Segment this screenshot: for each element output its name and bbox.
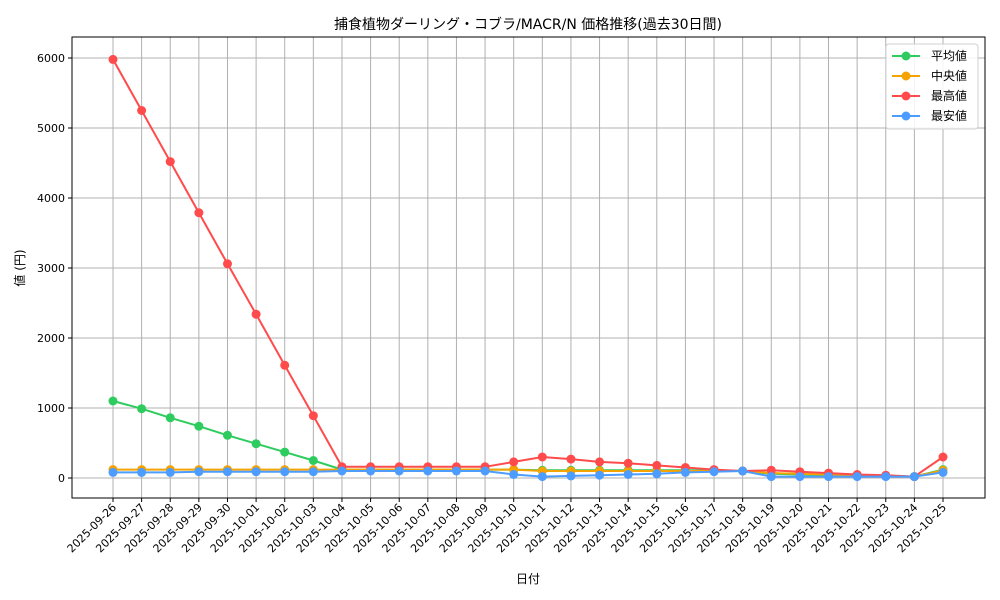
legend-item: 中央値	[892, 68, 967, 83]
data-point	[108, 467, 118, 477]
data-point	[108, 54, 118, 64]
y-axis-label: 値 (円)	[12, 249, 27, 286]
legend-box	[885, 43, 979, 130]
data-point	[108, 396, 118, 406]
y-tick-label: 2000	[37, 332, 65, 345]
legend-marker-icon	[901, 111, 911, 121]
legend-label: 平均値	[931, 48, 967, 63]
legend-marker-icon	[901, 51, 911, 61]
data-point	[480, 466, 490, 476]
y-tick-label: 3000	[37, 262, 65, 275]
legend-item: 平均値	[892, 48, 967, 63]
plot-frame	[71, 36, 986, 499]
data-point	[251, 439, 261, 449]
data-point	[308, 467, 318, 477]
data-point	[738, 466, 748, 476]
data-point	[280, 360, 290, 370]
data-point	[909, 472, 919, 482]
data-point	[938, 467, 948, 477]
y-tick-label: 1000	[37, 402, 65, 415]
data-point	[251, 309, 261, 319]
series-最安値	[108, 466, 948, 482]
series-line	[113, 469, 944, 478]
data-point	[623, 458, 633, 468]
data-point	[938, 452, 948, 462]
data-point	[509, 457, 519, 467]
data-point	[222, 259, 232, 269]
legend-label: 最安値	[931, 108, 967, 123]
data-point	[137, 467, 147, 477]
data-point	[280, 447, 290, 457]
data-point	[852, 472, 862, 482]
legend-label: 最高値	[931, 88, 967, 103]
data-point	[337, 466, 347, 476]
data-point	[537, 452, 547, 462]
data-point	[766, 465, 776, 475]
data-point	[652, 469, 662, 479]
data-point	[595, 457, 605, 467]
data-point	[766, 472, 776, 482]
y-tick-label: 5000	[37, 122, 65, 135]
legend-marker-icon	[901, 71, 911, 81]
data-point	[566, 471, 576, 481]
legend-item: 最安値	[892, 108, 967, 123]
series-lines	[108, 54, 948, 482]
y-axis: 0 1000 2000 3000 4000 5000 6000	[37, 52, 72, 485]
chart-title: 捕食植物ダーリング・コブラ/MACR/N 価格推移(過去30日間)	[334, 16, 722, 33]
data-point	[423, 466, 433, 476]
data-point	[137, 106, 147, 115]
data-point	[509, 470, 519, 479]
data-point	[881, 472, 891, 482]
data-point	[165, 467, 175, 477]
legend-label: 中央値	[931, 68, 967, 83]
data-point	[251, 467, 261, 477]
data-point	[308, 411, 318, 421]
data-point	[308, 456, 318, 465]
data-point	[824, 472, 834, 482]
data-point	[566, 454, 576, 464]
data-point	[165, 157, 175, 167]
data-point	[194, 467, 204, 477]
data-point	[194, 421, 204, 431]
data-point	[795, 472, 805, 482]
legend-marker-icon	[901, 91, 911, 101]
x-axis: 2025-09-262025-09-272025-09-282025-09-29…	[65, 498, 949, 555]
data-point	[194, 208, 204, 218]
data-point	[222, 430, 232, 440]
x-axis-label: 日付	[516, 572, 540, 586]
data-point	[280, 467, 290, 477]
y-tick-label: 0	[58, 472, 65, 485]
grid	[72, 37, 985, 498]
series-平均値	[108, 396, 948, 482]
data-point	[709, 467, 719, 477]
data-point	[595, 470, 605, 480]
data-point	[137, 404, 147, 414]
data-point	[451, 466, 461, 476]
data-point	[366, 466, 376, 476]
series-line	[113, 468, 944, 478]
data-point	[222, 467, 232, 477]
data-point	[652, 460, 662, 470]
data-point	[537, 472, 547, 482]
data-point	[394, 466, 404, 476]
series-line	[112, 400, 944, 478]
legend-item: 最高値	[892, 88, 967, 103]
series-line	[112, 58, 944, 478]
y-tick-label: 4000	[37, 192, 65, 205]
data-point	[165, 413, 175, 423]
data-point	[680, 467, 690, 477]
data-point	[623, 470, 633, 479]
y-tick-label: 6000	[37, 52, 65, 65]
